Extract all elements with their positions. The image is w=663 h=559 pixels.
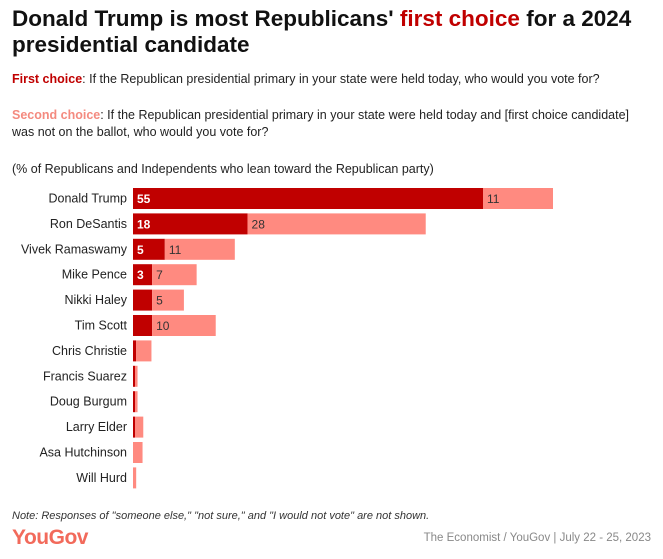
data-label: 3 xyxy=(137,268,144,282)
category-label: Mike Pence xyxy=(62,268,127,282)
category-label: Doug Burgum xyxy=(50,395,127,409)
category-label: Francis Suarez xyxy=(43,369,127,383)
data-label: 28 xyxy=(252,217,266,231)
footnote: Note: Responses of "someone else," "not … xyxy=(12,510,430,522)
second-choice-bar xyxy=(136,340,152,362)
first-choice-bar xyxy=(133,238,165,260)
category-label: Donald Trump xyxy=(48,192,127,206)
data-label: 11 xyxy=(487,192,500,206)
data-label: 18 xyxy=(137,217,151,231)
first-choice-bar xyxy=(133,289,153,311)
second-choice-bar xyxy=(152,264,197,286)
first-choice-bar xyxy=(133,340,137,362)
category-label: Vivek Ramaswamy xyxy=(21,242,128,256)
second-choice-bar xyxy=(135,365,138,387)
first-choice-bar xyxy=(133,315,153,336)
yougov-logo: YouGov xyxy=(12,526,88,549)
second-choice-bar xyxy=(164,238,235,260)
second-choice-bar xyxy=(152,315,216,336)
first-choice-bar xyxy=(133,188,483,209)
second-choice-bar xyxy=(135,416,144,438)
category-label: Larry Elder xyxy=(66,420,127,434)
second-choice-bar xyxy=(133,442,143,463)
first-choice-bar xyxy=(133,391,135,413)
data-label: 5 xyxy=(137,243,144,257)
data-label: 5 xyxy=(156,294,163,308)
first-choice-bar xyxy=(133,213,248,235)
category-label: Will Hurd xyxy=(76,471,127,485)
data-label: 7 xyxy=(156,268,163,282)
data-label: 10 xyxy=(156,319,170,333)
second-choice-bar xyxy=(247,213,426,235)
second-choice-bar xyxy=(152,289,184,311)
data-label: 11 xyxy=(169,243,182,257)
category-label: Chris Christie xyxy=(52,344,127,358)
first-choice-bar xyxy=(133,365,135,387)
chart-title: Donald Trump is most Republicans' first … xyxy=(12,6,632,57)
category-label: Ron DeSantis xyxy=(50,217,127,231)
category-label: Asa Hutchinson xyxy=(39,446,127,460)
data-label: 55 xyxy=(137,192,151,206)
second-choice-question: Second choice: If the Republican preside… xyxy=(12,108,629,139)
second-choice-bar xyxy=(135,391,138,413)
source: The Economist / YouGov | July 22 - 25, 2… xyxy=(423,532,651,544)
second-choice-bar xyxy=(483,188,553,209)
chart-subtitle: (% of Republicans and Independents who l… xyxy=(12,162,434,176)
first-choice-bar xyxy=(133,264,153,286)
second-choice-bar xyxy=(133,467,137,489)
first-choice-bar xyxy=(133,416,135,438)
category-label: Tim Scott xyxy=(75,319,128,333)
category-label: Nikki Haley xyxy=(64,293,127,307)
first-choice-question: First choice: If the Republican presiden… xyxy=(12,72,600,86)
